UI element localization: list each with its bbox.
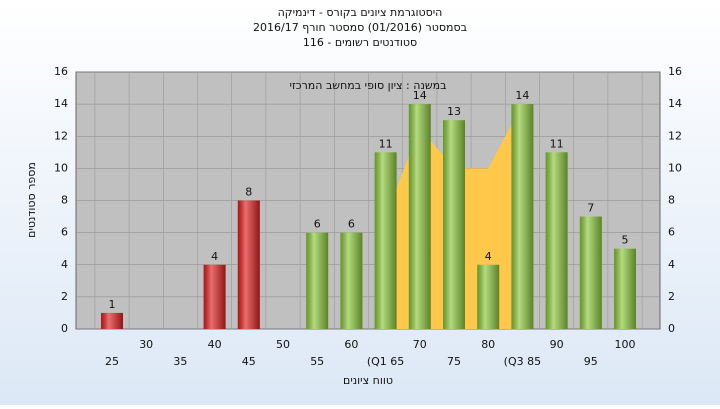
y2-tick-label: 6 bbox=[668, 226, 675, 239]
y-tick-label: 4 bbox=[61, 258, 68, 271]
bar-shading bbox=[374, 152, 397, 329]
data-label: 6 bbox=[314, 218, 321, 231]
y-tick-label: 14 bbox=[54, 97, 68, 110]
bar-shading bbox=[511, 104, 534, 329]
x-tick-label: 45 bbox=[242, 355, 256, 368]
data-label: 5 bbox=[622, 234, 629, 247]
x-tick-label: 100 bbox=[615, 338, 636, 351]
data-label: 8 bbox=[245, 186, 252, 199]
bar-shading bbox=[443, 120, 465, 329]
bar-shading bbox=[545, 152, 568, 329]
data-label: 4 bbox=[211, 250, 218, 263]
x-axis-label: טווח ציונים bbox=[343, 374, 393, 387]
y2-tick-label: 14 bbox=[668, 97, 682, 110]
y2-tick-label: 12 bbox=[668, 129, 682, 142]
y-tick-label: 12 bbox=[54, 129, 68, 142]
x-tick-label: 70 bbox=[413, 338, 427, 351]
data-label: 1 bbox=[109, 298, 116, 311]
bar-shading bbox=[579, 216, 602, 329]
x-tick-label: (Q3 85 bbox=[504, 355, 541, 368]
chart-subtitle: בסמסטר (01/2016) סמסטר חורף 2016/17 bbox=[253, 21, 467, 34]
bar-shading bbox=[306, 232, 329, 329]
x-tick-label: 90 bbox=[550, 338, 564, 351]
y-tick-label: 16 bbox=[54, 65, 68, 78]
x-tick-label: 60 bbox=[344, 338, 358, 351]
data-label: 13 bbox=[447, 105, 461, 118]
chart-subtitle: סטודנטים רשומים - 116 bbox=[303, 36, 417, 49]
bar-shading bbox=[614, 248, 636, 329]
y2-tick-label: 2 bbox=[668, 290, 675, 303]
bar-shading bbox=[477, 264, 500, 329]
bar-shading bbox=[101, 312, 123, 329]
y2-tick-label: 8 bbox=[668, 194, 675, 207]
data-label: 7 bbox=[587, 202, 594, 215]
chart-title: היסטוגרמת ציונים בקורס - דינמיקה bbox=[278, 6, 443, 19]
data-label: 11 bbox=[550, 137, 564, 150]
bar-shading bbox=[340, 232, 363, 329]
x-tick-label: (Q1 65 bbox=[367, 355, 404, 368]
data-label: 14 bbox=[413, 89, 427, 102]
bar-shading bbox=[408, 104, 431, 329]
x-tick-label: 75 bbox=[447, 355, 461, 368]
y-tick-label: 6 bbox=[61, 226, 68, 239]
y-tick-label: 10 bbox=[54, 161, 68, 174]
y2-tick-label: 4 bbox=[668, 258, 675, 271]
x-tick-label: 95 bbox=[584, 355, 598, 368]
x-tick-label: 25 bbox=[105, 355, 119, 368]
y2-tick-label: 0 bbox=[668, 322, 675, 335]
y-tick-label: 2 bbox=[61, 290, 68, 303]
y2-tick-label: 16 bbox=[668, 65, 682, 78]
data-label: 4 bbox=[485, 250, 492, 263]
x-tick-label: 35 bbox=[173, 355, 187, 368]
data-label: 14 bbox=[515, 89, 529, 102]
bar-shading bbox=[203, 264, 226, 329]
x-tick-label: 30 bbox=[139, 338, 153, 351]
y2-tick-label: 10 bbox=[668, 161, 682, 174]
y-axis-label: מספר סטודנטים bbox=[25, 162, 38, 238]
y-tick-label: 8 bbox=[61, 194, 68, 207]
x-tick-label: 55 bbox=[310, 355, 324, 368]
data-label: 11 bbox=[379, 137, 393, 150]
x-tick-label: 40 bbox=[208, 338, 222, 351]
x-tick-label: 50 bbox=[276, 338, 290, 351]
x-tick-label: 80 bbox=[481, 338, 495, 351]
y-tick-label: 0 bbox=[61, 322, 68, 335]
bar-shading bbox=[237, 200, 260, 329]
annotation: במשנה : ציון סופי במחשב המרכזי bbox=[290, 79, 447, 92]
data-label: 6 bbox=[348, 218, 355, 231]
